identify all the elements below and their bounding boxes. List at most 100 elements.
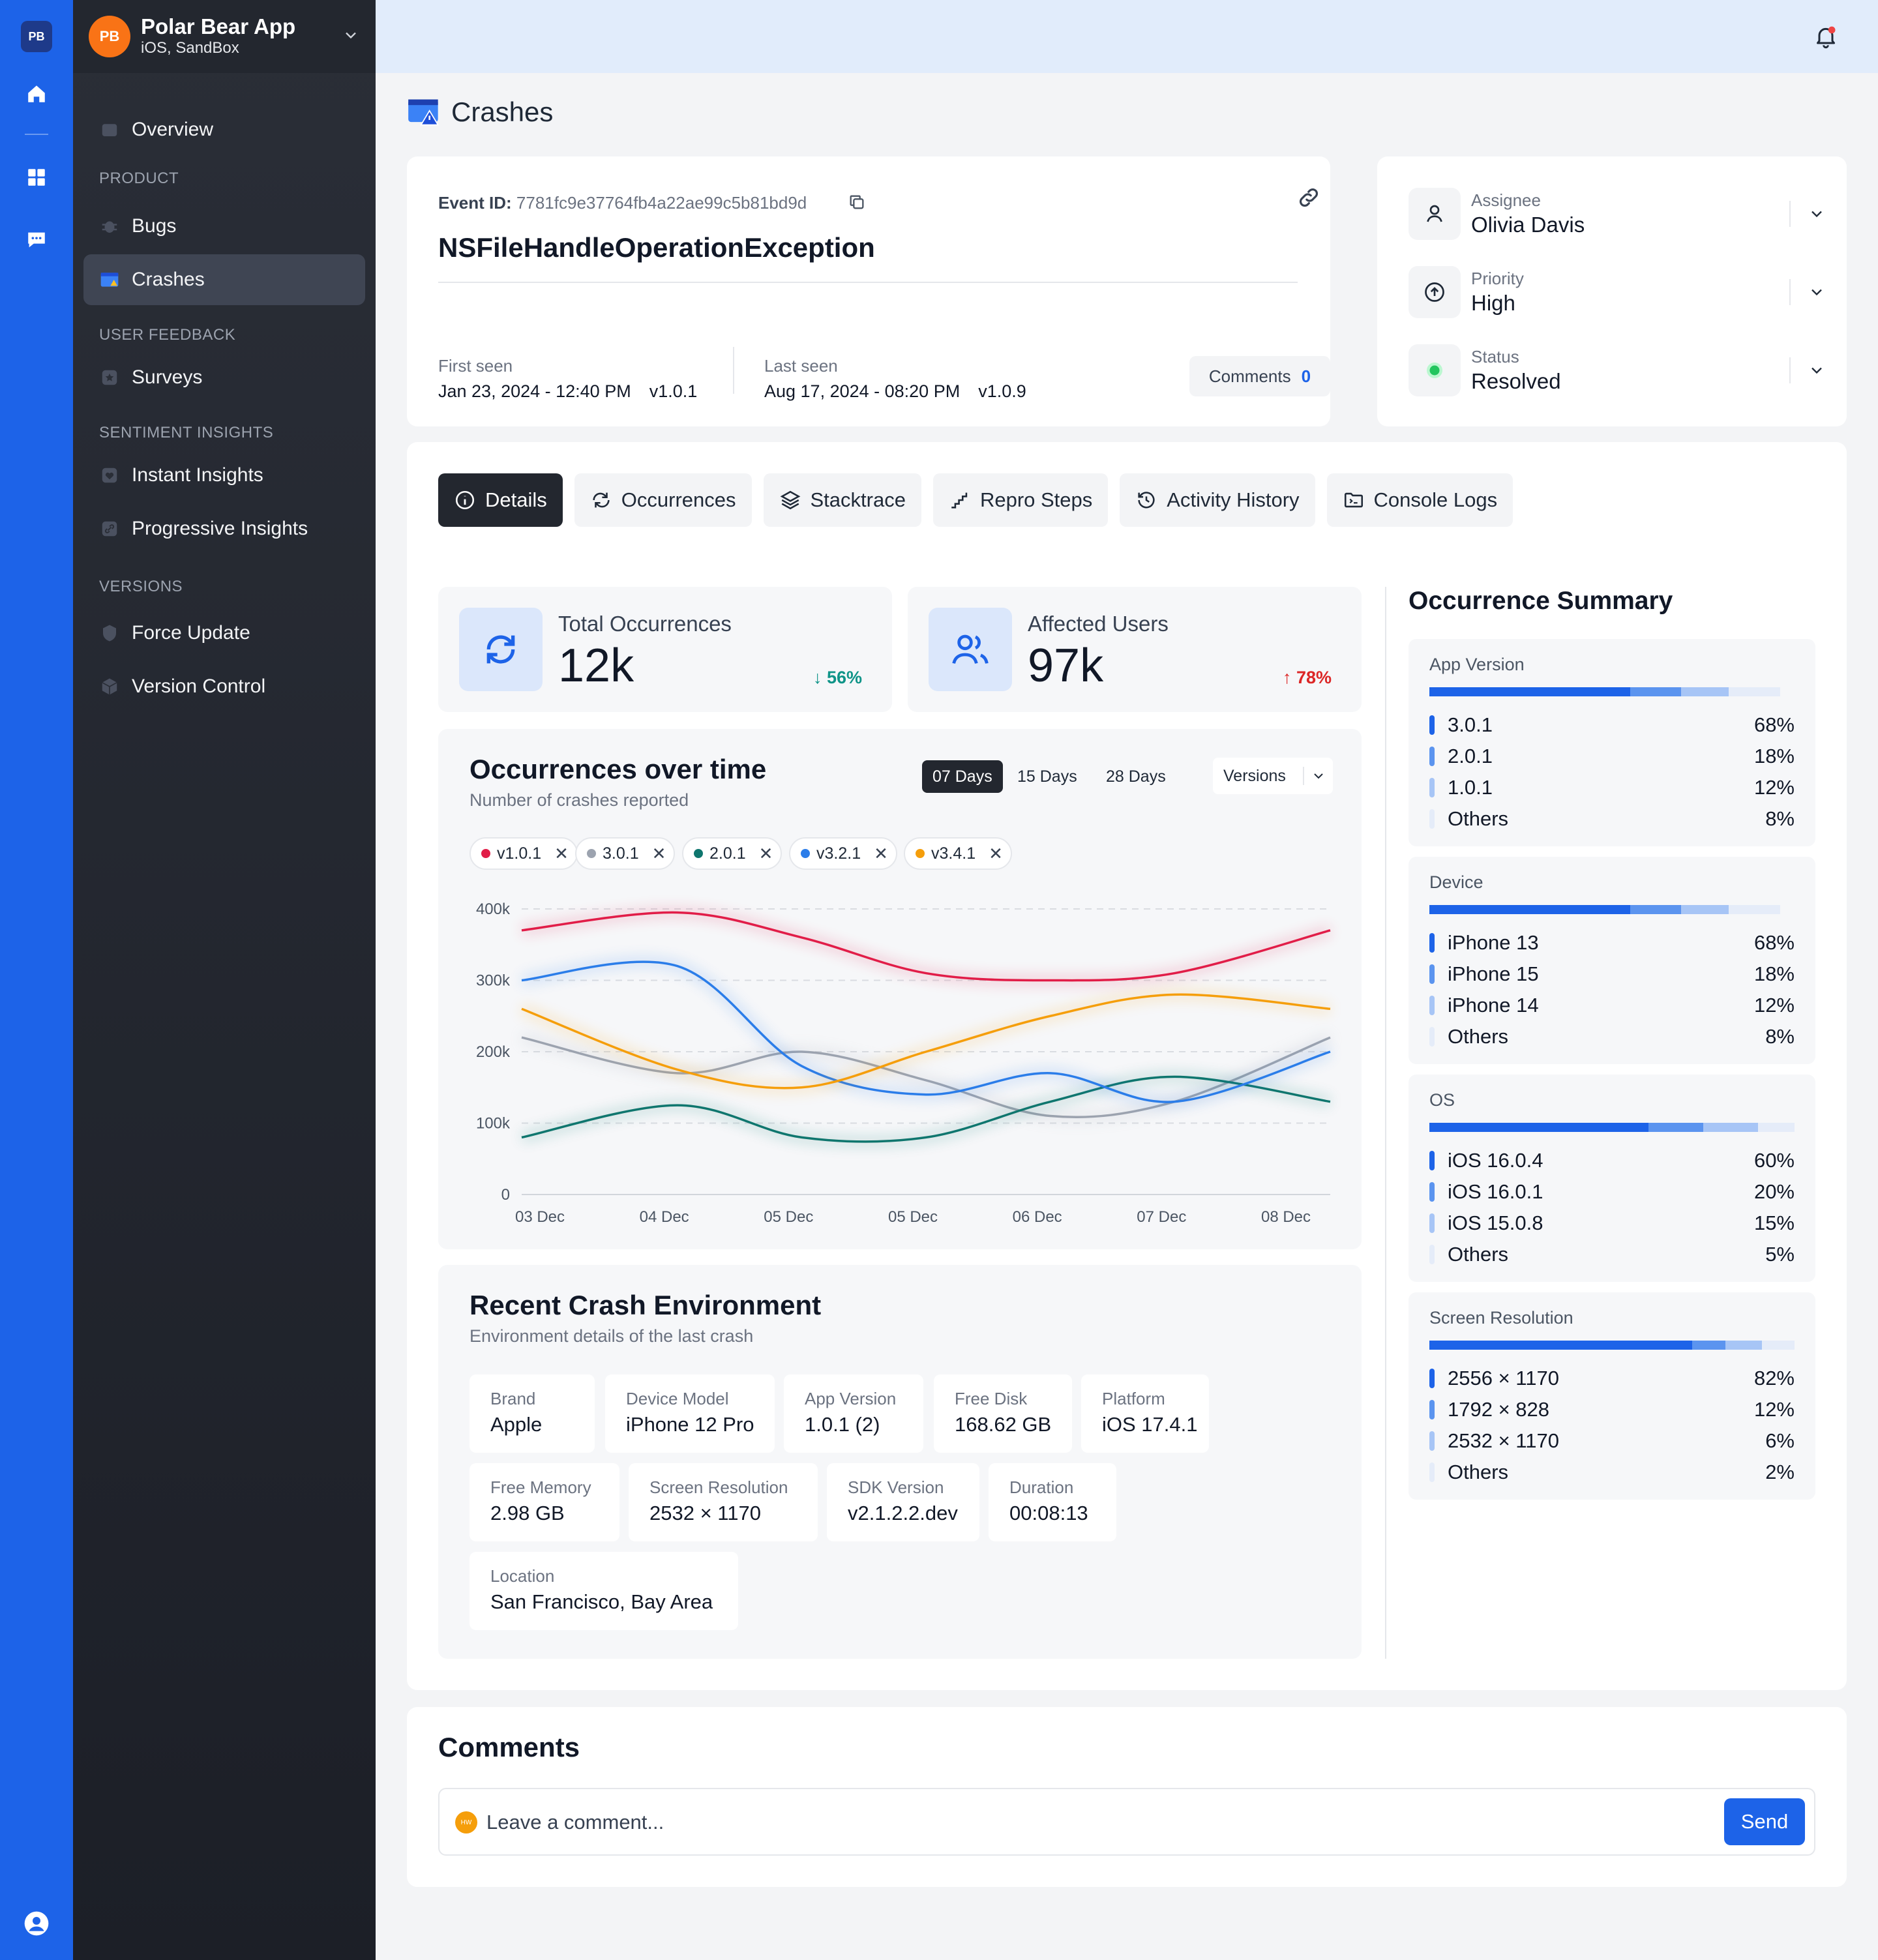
legend-marker xyxy=(1429,809,1435,829)
chip-201[interactable]: 2.0.1 ✕ xyxy=(682,837,782,870)
chip-label: v3.2.1 xyxy=(816,844,861,863)
sidebar-item-instant-insights[interactable]: Instant Insights xyxy=(83,450,365,501)
env-label: Platform xyxy=(1102,1389,1165,1408)
summary-row: iPhone 15 18% xyxy=(1429,961,1795,987)
priority-label: Priority xyxy=(1471,269,1524,288)
legend-marker xyxy=(1429,1213,1435,1233)
bar-segment xyxy=(1729,905,1780,914)
summary-row: Others 8% xyxy=(1429,806,1795,832)
chip-v321[interactable]: v3.2.1 ✕ xyxy=(789,837,897,870)
tab-console-logs[interactable]: Console Logs xyxy=(1326,473,1513,527)
divider xyxy=(438,282,1298,283)
send-button[interactable]: Send xyxy=(1724,1798,1805,1845)
close-icon[interactable]: ✕ xyxy=(651,843,666,863)
app-switcher[interactable]: PB Polar Bear App iOS, SandBox xyxy=(73,0,376,73)
layers-icon xyxy=(780,490,800,510)
tab-label: Console Logs xyxy=(1373,488,1498,511)
chevron-down-icon[interactable] xyxy=(1808,283,1826,301)
chevron-down-icon[interactable] xyxy=(342,26,360,44)
grid-icon[interactable] xyxy=(23,164,50,190)
tab-activity-history[interactable]: Activity History xyxy=(1120,473,1315,527)
tab-stacktrace[interactable]: Stacktrace xyxy=(763,473,921,527)
user-circle-icon[interactable] xyxy=(23,1910,50,1937)
steps-icon xyxy=(951,492,968,509)
close-icon[interactable]: ✕ xyxy=(874,843,888,863)
y-tick-label: 200k xyxy=(476,1043,511,1061)
summary-distribution-bar xyxy=(1429,905,1795,914)
chevron-down-icon[interactable] xyxy=(1808,205,1826,223)
summary-row-name: 1.0.1 xyxy=(1448,776,1493,799)
legend-marker xyxy=(1429,1431,1435,1451)
comment-box: HW Send xyxy=(438,1788,1815,1856)
bar-segment xyxy=(1725,1341,1762,1350)
range-7-days[interactable]: 07 Days xyxy=(922,760,1003,793)
sidebar-item-overview[interactable]: Overview xyxy=(83,104,365,155)
sidebar-item-label: Instant Insights xyxy=(132,464,263,486)
occurrences-chart: 400k 300k 200k 100k 0 03 Dec 04 Dec 05 Dec 05 De… xyxy=(476,900,1333,1226)
env-value: Apple xyxy=(490,1413,543,1436)
range-28-days[interactable]: 28 Days xyxy=(1106,767,1166,786)
versions-dropdown[interactable]: Versions xyxy=(1213,758,1333,794)
close-icon[interactable]: ✕ xyxy=(758,843,773,863)
summary-row-name: 3.0.1 xyxy=(1448,713,1493,736)
comment-input[interactable] xyxy=(486,1805,1725,1840)
summary-row-percent: 82% xyxy=(1753,1367,1795,1389)
sidebar-item-bugs[interactable]: Bugs xyxy=(83,201,365,252)
tab-label: Occurrences xyxy=(621,488,736,511)
link-icon[interactable] xyxy=(1296,185,1321,210)
nav-section-sentiment: SENTIMENT INSIGHTS xyxy=(99,424,274,441)
y-tick-label: 100k xyxy=(476,1115,511,1133)
notification-bell-icon[interactable] xyxy=(1813,23,1839,50)
refresh-icon xyxy=(593,492,610,508)
tab-bar: Details Occurrences Stacktrace Repro Ste… xyxy=(438,473,1513,527)
summary-row-percent: 12% xyxy=(1753,776,1795,799)
env-device-model: Device Model iPhone 12 Pro xyxy=(605,1374,775,1453)
summary-group: Screen Resolution 2556 × 1170 82% 1792 × 82… xyxy=(1408,1292,1815,1500)
chip-v101[interactable]: v1.0.1 ✕ xyxy=(470,837,578,870)
comments-badge-label: Comments xyxy=(1208,366,1291,386)
assignee-select[interactable]: Assignee Olivia Davis xyxy=(1408,188,1822,241)
tab-label: Details xyxy=(485,488,547,511)
app-name: Polar Bear App xyxy=(141,14,296,38)
summary-row-percent: 15% xyxy=(1753,1211,1795,1234)
sidebar-item-force-update[interactable]: Force Update xyxy=(83,608,365,659)
sidebar-item-version-control[interactable]: Version Control xyxy=(83,661,365,712)
bar-segment xyxy=(1648,1123,1703,1132)
workspace-logo[interactable]: PB xyxy=(21,21,52,52)
env-title: Recent Crash Environment xyxy=(470,1290,822,1320)
divider xyxy=(1303,767,1304,785)
sidebar-item-crashes[interactable]: Crashes xyxy=(83,254,365,305)
legend-marker xyxy=(1429,1182,1435,1202)
chevron-down-icon[interactable] xyxy=(1808,361,1826,379)
summary-group-label: App Version xyxy=(1429,655,1525,674)
chat-icon[interactable] xyxy=(23,227,50,253)
sidebar-item-surveys[interactable]: Surveys xyxy=(83,352,365,403)
summary-row-name: iOS 16.0.1 xyxy=(1448,1180,1543,1203)
tab-details[interactable]: Details xyxy=(438,473,563,527)
comments-badge[interactable]: Comments 0 xyxy=(1189,356,1330,396)
nav-section-product: PRODUCT xyxy=(99,170,179,187)
shield-icon xyxy=(99,623,120,644)
priority-select[interactable]: Priority High xyxy=(1408,266,1822,319)
tab-occurrences[interactable]: Occurrences xyxy=(574,473,752,527)
legend-marker xyxy=(1429,933,1435,953)
user-icon xyxy=(1408,188,1461,240)
bar-segment xyxy=(1761,1341,1795,1350)
copy-icon[interactable] xyxy=(848,193,866,211)
status-select[interactable]: Status Resolved xyxy=(1408,344,1822,398)
home-icon[interactable] xyxy=(23,81,50,107)
chip-301[interactable]: 3.0.1 ✕ xyxy=(575,837,676,870)
env-label: Free Disk xyxy=(955,1389,1028,1408)
summary-row: 1792 × 828 12% xyxy=(1429,1397,1795,1423)
chip-v341[interactable]: v3.4.1 ✕ xyxy=(904,837,1012,870)
sidebar-item-label: Crashes xyxy=(132,269,205,290)
close-icon[interactable]: ✕ xyxy=(989,843,1003,863)
close-icon[interactable]: ✕ xyxy=(554,843,569,863)
env-sdk-version: SDK Version v2.1.2.2.dev xyxy=(827,1463,979,1541)
sidebar-item-progressive-insights[interactable]: Progressive Insights xyxy=(83,503,365,554)
env-platform: Platform iOS 17.4.1 xyxy=(1081,1374,1209,1453)
range-15-days[interactable]: 15 Days xyxy=(1017,767,1077,786)
stat-value: 12k xyxy=(558,640,634,692)
tab-repro-steps[interactable]: Repro Steps xyxy=(932,473,1109,527)
users-icon xyxy=(929,608,1012,691)
